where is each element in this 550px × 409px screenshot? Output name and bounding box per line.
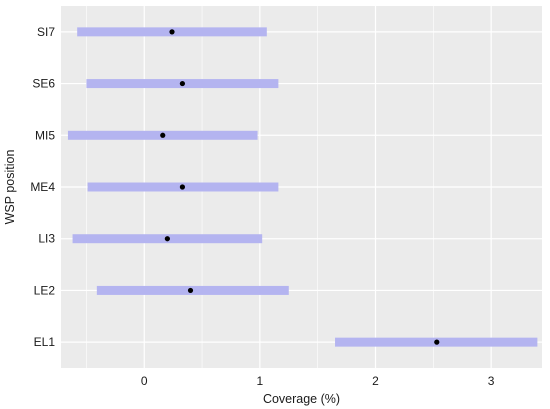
y-tick-label-le2: LE2 bbox=[34, 283, 56, 297]
estimate-point-el1 bbox=[434, 339, 440, 345]
y-tick-label-el1: EL1 bbox=[34, 335, 56, 349]
y-tick-label-li3: LI3 bbox=[38, 232, 55, 246]
x-tick-label: 0 bbox=[141, 374, 148, 388]
x-tick-label: 3 bbox=[488, 374, 495, 388]
estimate-point-si7 bbox=[169, 29, 175, 35]
y-tick-label-se6: SE6 bbox=[32, 77, 55, 91]
x-tick-label: 1 bbox=[257, 374, 264, 388]
y-axis-label: WSP position bbox=[3, 150, 17, 225]
y-tick-label-mi5: MI5 bbox=[35, 128, 55, 142]
estimate-point-me4 bbox=[179, 184, 186, 190]
estimate-points bbox=[160, 29, 440, 345]
y-tick-label-si7: SI7 bbox=[37, 25, 55, 39]
y-tick-labels: SI7 SE6 MI5 ME4 LI3 LE2 EL1 bbox=[30, 25, 55, 349]
x-tick-label: 2 bbox=[372, 374, 379, 388]
y-tick-label-me4: ME4 bbox=[30, 180, 55, 194]
x-axis-label: Coverage (%) bbox=[263, 392, 340, 406]
estimate-point-mi5 bbox=[160, 132, 166, 138]
estimate-point-se6 bbox=[179, 80, 186, 87]
estimate-point-le2 bbox=[187, 287, 194, 294]
x-tick-labels: 0 1 2 3 bbox=[141, 374, 495, 388]
estimate-point-li3 bbox=[164, 236, 170, 242]
